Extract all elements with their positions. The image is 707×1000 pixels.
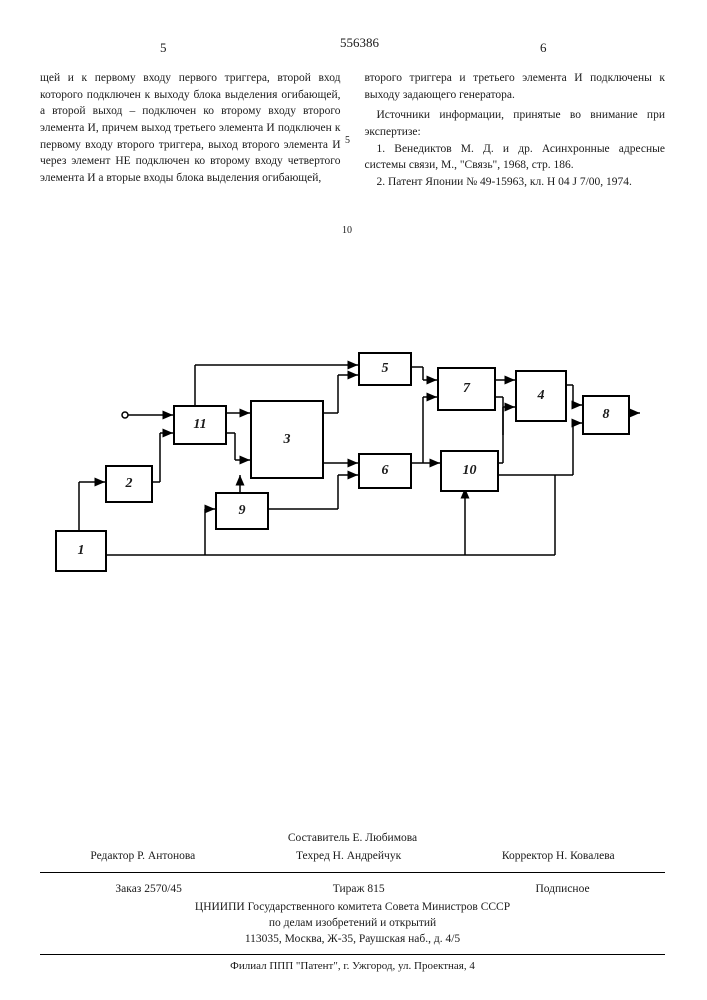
diagram-node-5: 5	[358, 352, 412, 386]
diagram-node-6: 6	[358, 453, 412, 489]
tirage: Тираж 815	[333, 881, 385, 897]
col-num-right: 6	[540, 40, 547, 56]
diagram-node-3: 3	[250, 400, 324, 479]
diagram-node-10: 10	[440, 450, 499, 492]
subscription: Подписное	[535, 881, 589, 897]
org-line1: ЦНИИПИ Государственного комитета Совета …	[40, 899, 665, 915]
diagram-node-1: 1	[55, 530, 107, 572]
diagram-node-8: 8	[582, 395, 630, 435]
corrector: Корректор Н. Ковалева	[502, 848, 615, 864]
technician: Техред Н. Андрейчук	[296, 848, 401, 864]
diagram-node-2: 2	[105, 465, 153, 503]
block-diagram: 1234567891011	[55, 335, 640, 565]
left-column: щей и к первому входу первого триггера, …	[40, 70, 341, 191]
right-p3: 1. Венедиктов М. Д. и др. Асинхронные ад…	[365, 141, 666, 174]
footer-block: Составитель Е. Любимова Редактор Р. Анто…	[40, 830, 665, 961]
col-num-left: 5	[160, 40, 167, 56]
branch-line: Филиал ППП "Патент", г. Ужгород, ул. Про…	[40, 960, 665, 972]
composer-line: Составитель Е. Любимова	[40, 830, 665, 846]
right-p1: второго триггера и третьего элемента И п…	[365, 72, 666, 101]
margin-mark-10: 10	[342, 225, 352, 236]
diagram-node-11: 11	[173, 405, 227, 445]
diagram-node-9: 9	[215, 492, 269, 530]
right-column: второго триггера и третьего элемента И п…	[365, 70, 666, 191]
margin-mark-5: 5	[345, 135, 350, 146]
editor: Редактор Р. Антонова	[90, 848, 195, 864]
left-column-text: щей и к первому входу первого триггера, …	[40, 72, 341, 184]
right-p2: Источники информации, принятые во вниман…	[365, 107, 666, 140]
diagram-node-4: 4	[515, 370, 567, 422]
two-column-text: щей и к первому входу первого триггера, …	[40, 70, 665, 191]
org-address: 113035, Москва, Ж-35, Раушская наб., д. …	[40, 931, 665, 947]
diagram-node-7: 7	[437, 367, 496, 411]
org-line2: по делам изобретений и открытий	[40, 915, 665, 931]
patent-number: 556386	[340, 35, 379, 51]
right-p4: 2. Патент Японии № 49-15963, кл. H 04 J …	[365, 174, 666, 191]
order-number: Заказ 2570/45	[115, 881, 182, 897]
